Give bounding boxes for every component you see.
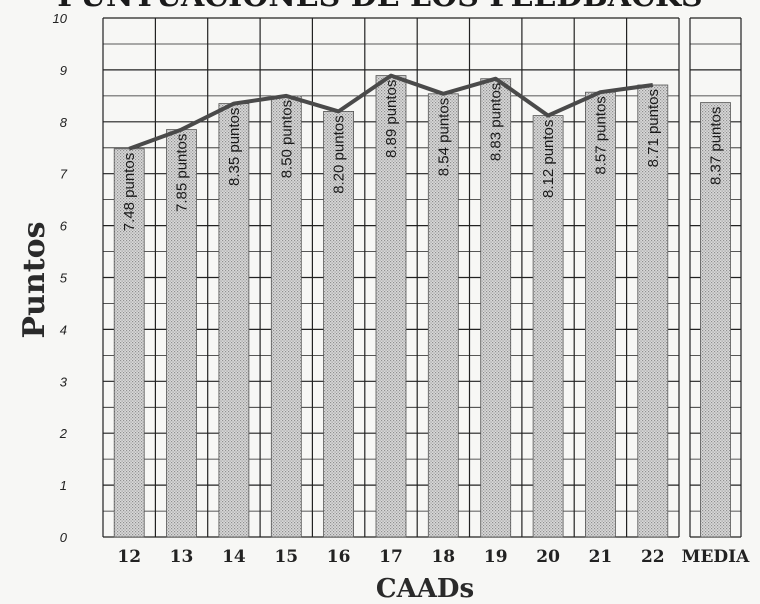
bar-value-label: 8.20 puntos [331,115,348,193]
bar-value-label: 8.35 puntos [226,108,243,186]
x-tick-label: 19 [484,547,508,567]
x-tick-label: 14 [222,547,246,567]
x-tick-label: 15 [274,547,298,567]
x-tick-label: 13 [170,547,194,567]
y-tick-label: 0 [60,530,68,545]
bar [585,91,616,538]
bar-value-label: 8.57 puntos [592,96,609,174]
trend-line-group [128,73,654,151]
y-tick-label: 6 [60,219,68,234]
x-tick-label: 22 [641,547,665,567]
bar [218,103,250,538]
bar [270,95,302,538]
x-tick-label: 20 [536,547,560,567]
bar [113,148,145,538]
x-axis-label: CAADs [376,574,474,604]
y-tick-label: 10 [53,11,68,26]
y-tick-label: 3 [60,374,68,389]
x-tick-label: 18 [431,547,455,567]
bar-value-label: 8.83 puntos [488,83,505,161]
chart-title: PUNTUACIONES DE LOS FEEDBACKS [57,0,702,14]
y-tick-label: 2 [59,426,68,441]
bar-value-label: 7.85 puntos [174,134,191,212]
x-tick-label: 16 [327,547,351,567]
bar-value-label: 8.71 puntos [645,89,662,167]
y-tick-label: 9 [60,63,67,78]
x-ticks: 12 13 14 15 16 17 18 19 20 21 22 MEDIA [117,547,750,567]
bar-value-label: 8.89 puntos [383,80,400,158]
trend-line [128,73,654,151]
y-tick-label: 8 [60,115,68,130]
y-tick-label: 4 [60,322,67,337]
bar [532,115,564,538]
mean-bar [700,102,731,538]
y-axis-label: Puntos [17,222,52,339]
bar-labels: 7.48 puntos 7.85 puntos 8.35 puntos 8.50 pu… [121,80,724,232]
x-tick-label: 21 [589,547,613,567]
bar-value-label: 8.50 puntos [278,100,295,178]
y-tick-label: 7 [60,167,68,182]
mean-value-label: 8.37 puntos [708,107,725,185]
x-tick-label-mean: MEDIA [682,547,750,567]
bar [480,78,512,538]
x-tick-label: 12 [117,547,141,567]
y-tick-label: 1 [60,478,67,493]
bar-value-label: 8.54 puntos [435,98,452,176]
bar [427,93,459,538]
bar [375,75,407,538]
x-tick-label: 17 [379,547,403,567]
bar [323,111,355,538]
bars [113,75,731,538]
y-ticks: 0 1 2 3 4 5 6 7 8 9 10 [53,11,68,545]
bar-value-label: 8.12 puntos [540,120,557,198]
bar-value-label: 7.48 puntos [121,153,138,231]
y-tick-label: 5 [60,271,68,286]
